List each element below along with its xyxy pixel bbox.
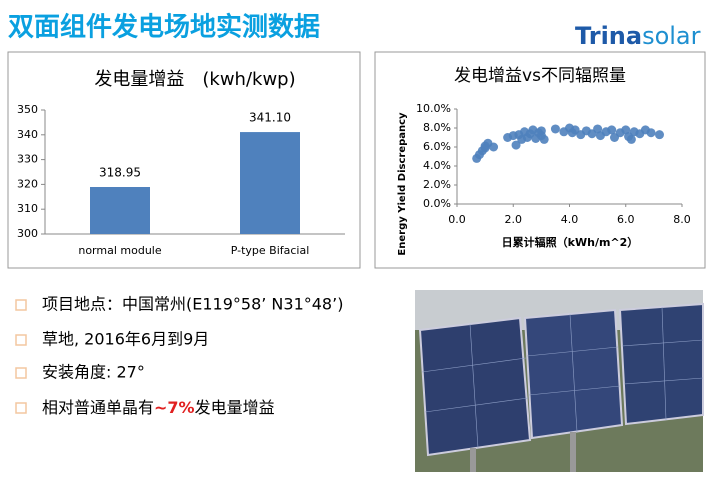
bullet: 相对普通单晶有~7%发电量增益 [42,398,275,417]
y-tick-label: 4.0% [423,159,451,172]
x-tick-label: 6.0 [617,213,635,226]
y-tick-label: 330 [17,153,38,166]
point [607,125,617,135]
scatter-chart-title: 发电增益vs不同辐照量 [454,66,626,86]
x-tick-label: normal module [78,244,161,257]
y-tick-label: 2.0% [423,178,451,191]
value-label: 318.95 [99,166,141,180]
point [655,130,664,140]
bullet: 安装角度: 27° [42,363,145,382]
y-tick-label: 350 [17,103,38,116]
bullet: 项目地点：中国常州(E119°58’ N31°48’) [42,295,343,314]
x-tick-label: 2.0 [505,213,523,226]
y-tick-label: 0.0% [423,197,451,210]
point [646,128,656,138]
x-tick-label: 4.0 [561,213,579,226]
x-tick-label: P-type Bifacial [231,244,310,257]
bar-chart-frame [7,51,361,269]
bullet-marker [15,334,27,346]
point [480,141,490,151]
bar [240,132,300,234]
point [511,140,521,150]
bullet-highlight: ~7% [154,398,195,417]
y-tick-label: 6.0% [423,140,451,153]
scatter-chart-frame [374,51,706,269]
y-axis-label: Energy Yield Discrepancy [397,112,408,256]
logo-solar: solar [642,22,701,50]
bar [90,187,150,234]
bullet-marker [15,402,27,414]
y-tick-label: 8.0% [423,121,451,134]
logo-trina: Trina [575,22,642,50]
x-tick-label: 0.0 [448,213,466,226]
bullet: 草地, 2016年6月到9月 [42,330,209,349]
point [536,131,546,141]
x-tick-label: 8.0 [673,213,691,226]
slide-title: 双面组件发电场地实测数据 [8,12,320,43]
y-tick-label: 320 [17,177,38,190]
y-tick-label: 300 [17,227,38,240]
point [626,134,636,144]
solar-panel-photo [415,290,704,472]
point [489,142,499,152]
y-tick-label: 340 [17,128,38,141]
point [550,124,560,134]
bullet-text: 发电量增益 [195,398,275,417]
logo: Trinasolar [575,22,701,50]
y-tick-label: 10.0% [416,102,451,115]
x-axis-label: 日累计辐照（kWh/m^2） [502,235,639,249]
y-tick-label: 310 [17,202,38,215]
bar-chart-title: 发电量增益 (kwh/kwp) [94,69,295,90]
bullet-marker [15,367,27,379]
bullet-marker [15,299,27,311]
bullet-list: 项目地点：中国常州(E119°58’ N31°48’) 草地, 2016年6月到… [15,295,343,417]
value-label: 341.10 [249,111,291,125]
bullet-text: 相对普通单晶有 [42,398,154,417]
